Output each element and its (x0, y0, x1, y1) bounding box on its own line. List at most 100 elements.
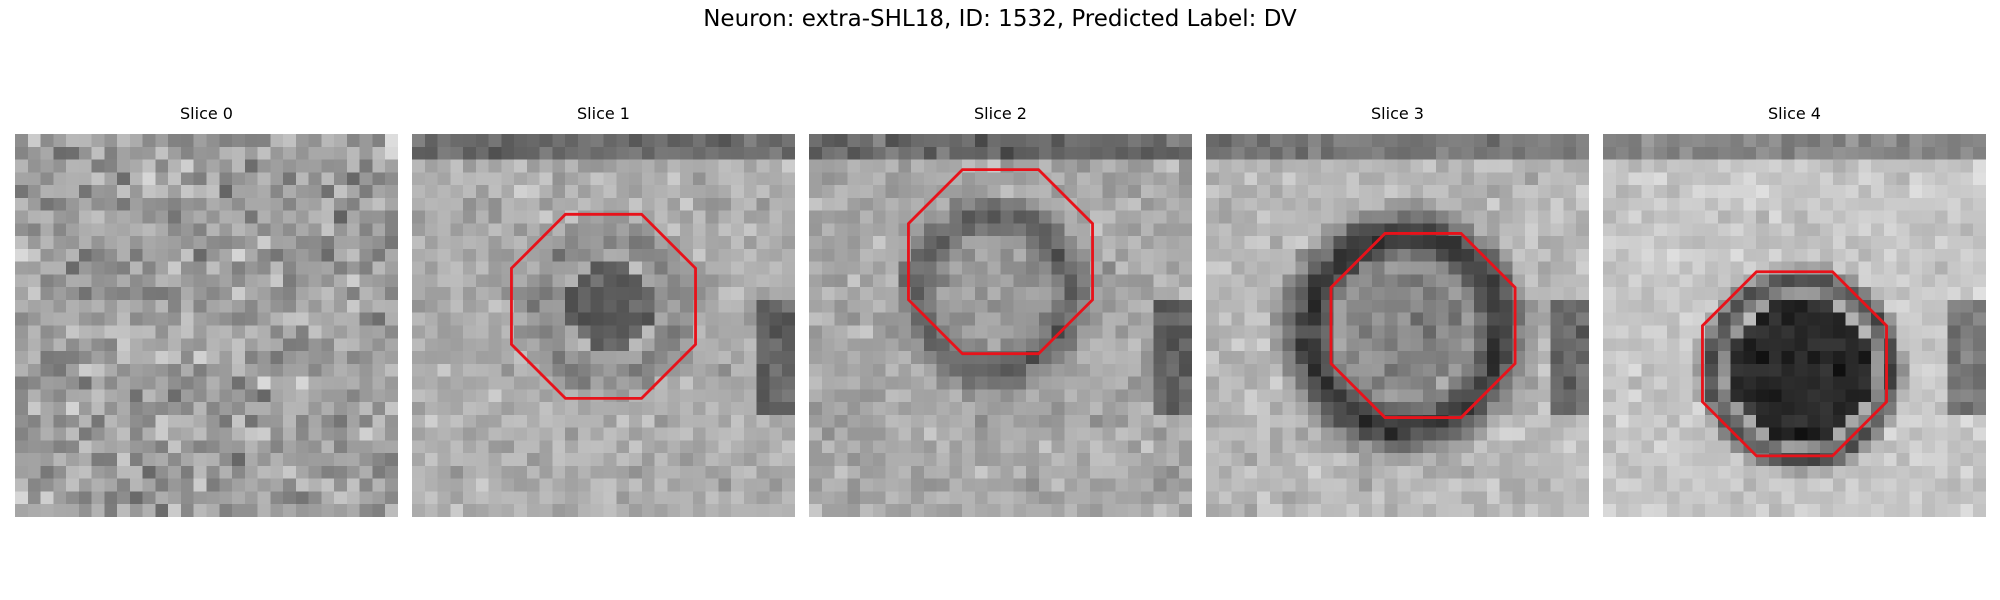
pixel (1257, 274, 1271, 288)
pixel (1603, 197, 1617, 211)
pixel (898, 414, 912, 428)
pixel (782, 325, 795, 339)
pixel (1244, 453, 1258, 467)
pixel (1140, 172, 1154, 186)
pixel (1768, 299, 1782, 313)
pixel (1654, 287, 1668, 301)
pixel (1371, 389, 1385, 403)
pixel (1525, 389, 1539, 403)
pixel (1896, 414, 1910, 428)
pixel (756, 299, 770, 313)
pixel (680, 172, 694, 186)
pixel (590, 159, 604, 173)
pixel (962, 478, 976, 492)
pixel (1064, 236, 1078, 250)
pixel (1206, 465, 1220, 479)
pixel (514, 299, 528, 313)
pixel (1320, 223, 1334, 237)
pixel (1628, 478, 1642, 492)
pixel (629, 185, 643, 199)
pixel (1308, 402, 1322, 416)
pixel (1692, 172, 1706, 186)
pixel (1832, 427, 1846, 441)
pixel (232, 299, 246, 313)
pixel (1269, 287, 1283, 301)
pixel (219, 491, 233, 505)
pixel (1934, 159, 1948, 173)
pixel (1512, 440, 1526, 454)
pixel (565, 261, 579, 275)
pixel (295, 134, 309, 148)
pixel (1359, 210, 1373, 224)
pixel (1051, 210, 1065, 224)
pixel (1128, 185, 1142, 199)
pixel (53, 172, 67, 186)
pixel (308, 427, 322, 441)
pixel (885, 134, 899, 148)
pixel (372, 274, 386, 288)
pixel (1461, 389, 1475, 403)
pixel (705, 185, 719, 199)
pixel (1295, 351, 1309, 365)
pixel (1102, 287, 1116, 301)
pixel (1666, 197, 1680, 211)
pixel (1499, 325, 1513, 339)
pixel (911, 465, 925, 479)
pixel (1000, 440, 1014, 454)
pixel (1486, 465, 1500, 479)
pixel (412, 363, 426, 377)
pixel (539, 159, 553, 173)
pixel (514, 223, 528, 237)
pixel (1730, 236, 1744, 250)
pixel (1269, 363, 1283, 377)
pixel (949, 185, 963, 199)
pixel (1922, 389, 1936, 403)
pixel (1013, 248, 1027, 262)
pixel (40, 236, 54, 250)
pixel (1064, 453, 1078, 467)
pixel (718, 274, 732, 288)
pixel (1499, 491, 1513, 505)
pixel (1333, 299, 1347, 313)
pixel (104, 210, 118, 224)
pixel (821, 338, 835, 352)
pixel (860, 491, 874, 505)
pixel (949, 440, 963, 454)
pixel (1832, 440, 1846, 454)
pixel (1705, 402, 1719, 416)
pixel (1179, 491, 1192, 505)
pixel (308, 376, 322, 390)
pixel (270, 453, 284, 467)
pixel (1947, 197, 1961, 211)
pixel (334, 325, 348, 339)
pixel (821, 504, 835, 517)
pixel (270, 414, 284, 428)
pixel (1397, 389, 1411, 403)
pixel (488, 299, 502, 313)
pixel (1333, 325, 1347, 339)
pixel (1537, 491, 1551, 505)
pixel (834, 299, 848, 313)
pixel (641, 210, 655, 224)
pixel (1435, 351, 1449, 365)
pixel (539, 325, 553, 339)
pixel (1603, 299, 1617, 313)
pixel (1628, 351, 1642, 365)
pixel (53, 299, 67, 313)
pixel (1794, 146, 1808, 160)
pixel (1448, 185, 1462, 199)
pixel (1934, 274, 1948, 288)
pixel (450, 465, 464, 479)
pixel (1858, 338, 1872, 352)
pixel (667, 197, 681, 211)
pixel (1089, 427, 1103, 441)
pixel (1973, 478, 1986, 492)
pixel (475, 197, 489, 211)
pixel (1320, 427, 1334, 441)
pixel (743, 223, 757, 237)
pixel (667, 402, 681, 416)
pixel (463, 287, 477, 301)
pixel (514, 402, 528, 416)
pixel (1448, 159, 1462, 173)
pixel (129, 274, 143, 288)
